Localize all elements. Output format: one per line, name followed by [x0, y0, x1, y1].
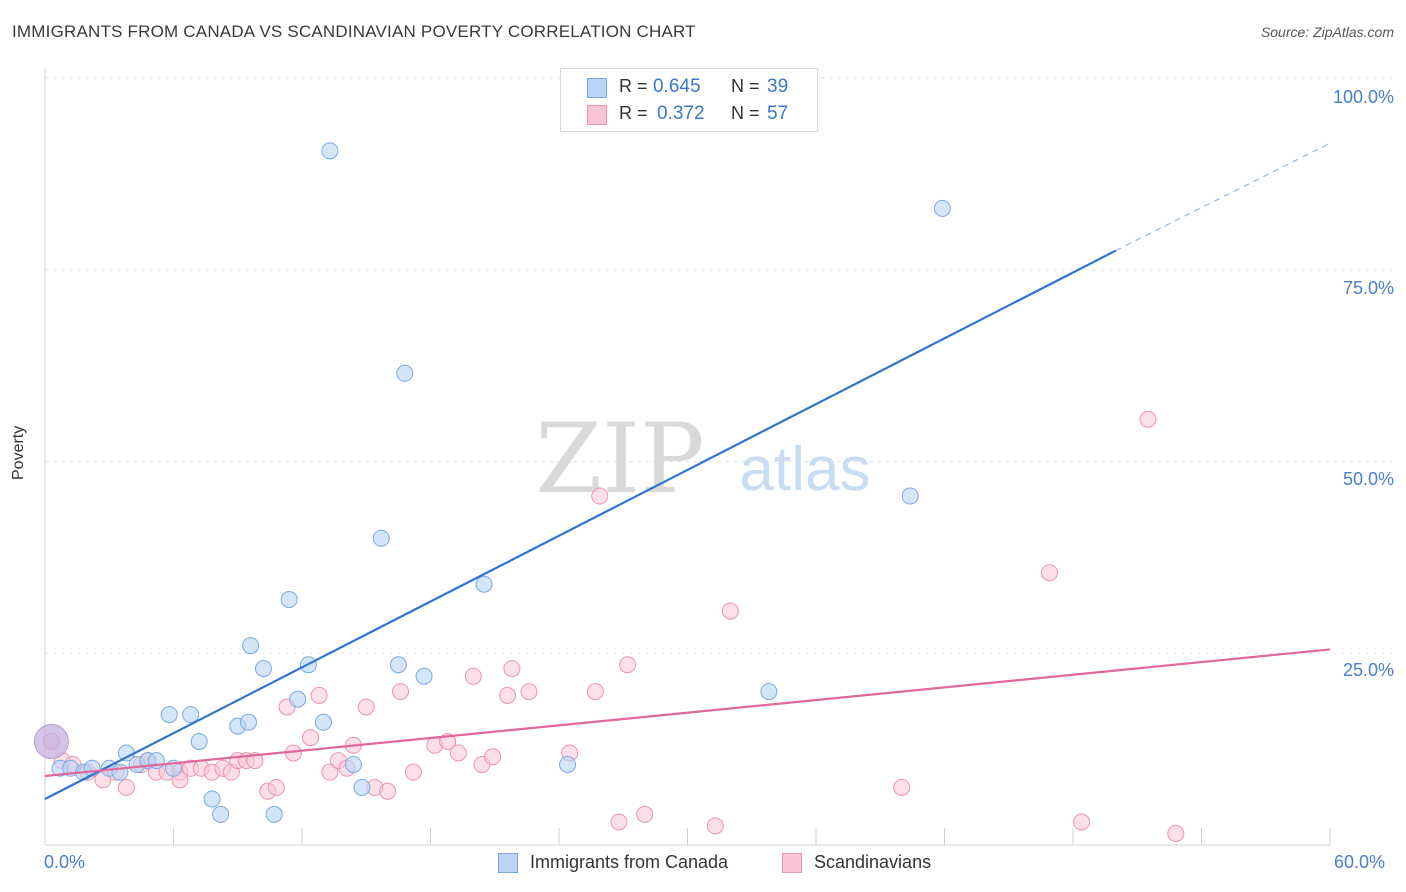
legend-r-value-2: 0.372: [657, 103, 705, 124]
canada-point: [901, 487, 919, 505]
scandinavians-point: [610, 813, 628, 831]
legend-bottom-swatch-pink: [782, 852, 802, 873]
scandinavians-point: [464, 667, 482, 685]
legend-swatch-blue: [587, 78, 607, 98]
legend-bottom-label-scandinavians: Scandinavians: [814, 852, 932, 872]
canada-point: [265, 805, 283, 823]
y-tick-label-100: 100.0%: [1332, 87, 1394, 107]
y-tick-label-25: 25.0%: [1342, 660, 1394, 680]
canada-point: [559, 755, 577, 773]
canada-point: [314, 713, 332, 731]
legend-r-value-1: 0.645: [653, 76, 701, 97]
canada-point: [321, 142, 339, 160]
canada-point: [111, 763, 129, 781]
legend-n-value-2: 57: [767, 103, 789, 124]
scandinavians-point: [357, 698, 375, 716]
scandinavians-point: [1073, 813, 1091, 831]
y-tick-label-75: 75.0%: [1342, 278, 1394, 298]
scandinavians-point: [1040, 564, 1058, 582]
legend-swatch-pink: [587, 105, 607, 125]
canada-point: [280, 591, 298, 609]
scandinavians-point: [520, 683, 538, 701]
legend-n-label-2: N =: [731, 103, 760, 123]
x-tick-label-min: 0.0%: [44, 852, 86, 872]
canada-point: [372, 529, 390, 547]
axes: [44, 68, 1331, 846]
canada-point: [289, 690, 307, 708]
canada-point: [389, 656, 407, 674]
trend-lines: [44, 142, 1331, 800]
scandinavians-point: [267, 778, 285, 796]
scandinavians-point: [484, 748, 502, 766]
legend-n-label-1: N =: [731, 76, 760, 96]
canada-point: [344, 755, 362, 773]
legend-r-label-1: R =: [619, 76, 648, 96]
scandinavians-point: [619, 656, 637, 674]
canada-point: [182, 706, 200, 724]
x-tick-label-max: 60.0%: [1334, 852, 1386, 872]
scandinavians-point: [302, 729, 320, 747]
legend-bottom-swatch-blue: [498, 852, 518, 873]
scandinavians-point: [591, 487, 609, 505]
scandinavians-trend-line: [44, 648, 1331, 778]
legend-n-value-1: 39: [767, 76, 789, 97]
scandinavians-point: [503, 660, 521, 678]
canada-point: [254, 660, 272, 678]
canada-point: [190, 732, 208, 750]
watermark-atlas: atlas: [740, 435, 871, 504]
watermark-zip: ZIP: [535, 403, 704, 515]
scandinavians-point: [706, 817, 724, 835]
canada-point: [933, 199, 951, 217]
canada-trend-extension: [1115, 142, 1331, 252]
canada-point: [239, 713, 257, 731]
watermark: ZIP atlas: [535, 403, 870, 515]
scandinavians-point: [636, 805, 654, 823]
legend-bottom-label-canada: Immigrants from Canada: [530, 852, 729, 872]
correlation-legend: R = 0.645 N = 39 R = 0.372 N = 57: [560, 68, 818, 132]
canada-point: [760, 683, 778, 701]
canada-trend-line: [44, 249, 1117, 800]
legend-item-scandinavians: Scandinavians: [782, 852, 931, 873]
canada-point: [203, 790, 221, 808]
canada-point: [415, 667, 433, 685]
scandinavians-point: [449, 744, 467, 762]
legend-r-label-2: R =: [619, 103, 648, 123]
scandinavians-point: [404, 763, 422, 781]
canada-point: [160, 706, 178, 724]
scandinavians-point: [321, 763, 339, 781]
legend-item-canada: Immigrants from Canada: [498, 852, 728, 873]
grid-lines: [45, 77, 1392, 654]
scandinavians-point: [310, 686, 328, 704]
scandinavians-point: [893, 778, 911, 796]
canada-point: [242, 637, 260, 655]
cluster-point: [33, 723, 69, 759]
source-label: Source: ZipAtlas.com: [1260, 24, 1394, 40]
scandinavians-point: [379, 782, 397, 800]
series-canada-points: [33, 69, 951, 823]
canada-point: [475, 575, 493, 593]
canada-point: [396, 364, 414, 382]
canada-point: [353, 778, 371, 796]
scandinavians-point: [392, 683, 410, 701]
scandinavians-point: [721, 602, 739, 620]
chart-title: IMMIGRANTS FROM CANADA VS SCANDINAVIAN P…: [12, 22, 696, 41]
scandinavians-point: [1139, 410, 1157, 428]
scandinavians-point: [499, 686, 517, 704]
scandinavians-point: [586, 683, 604, 701]
scandinavians-point: [117, 778, 135, 796]
scandinavians-point: [1167, 824, 1185, 842]
canada-point: [212, 805, 230, 823]
y-tick-label-50: 50.0%: [1342, 469, 1394, 489]
